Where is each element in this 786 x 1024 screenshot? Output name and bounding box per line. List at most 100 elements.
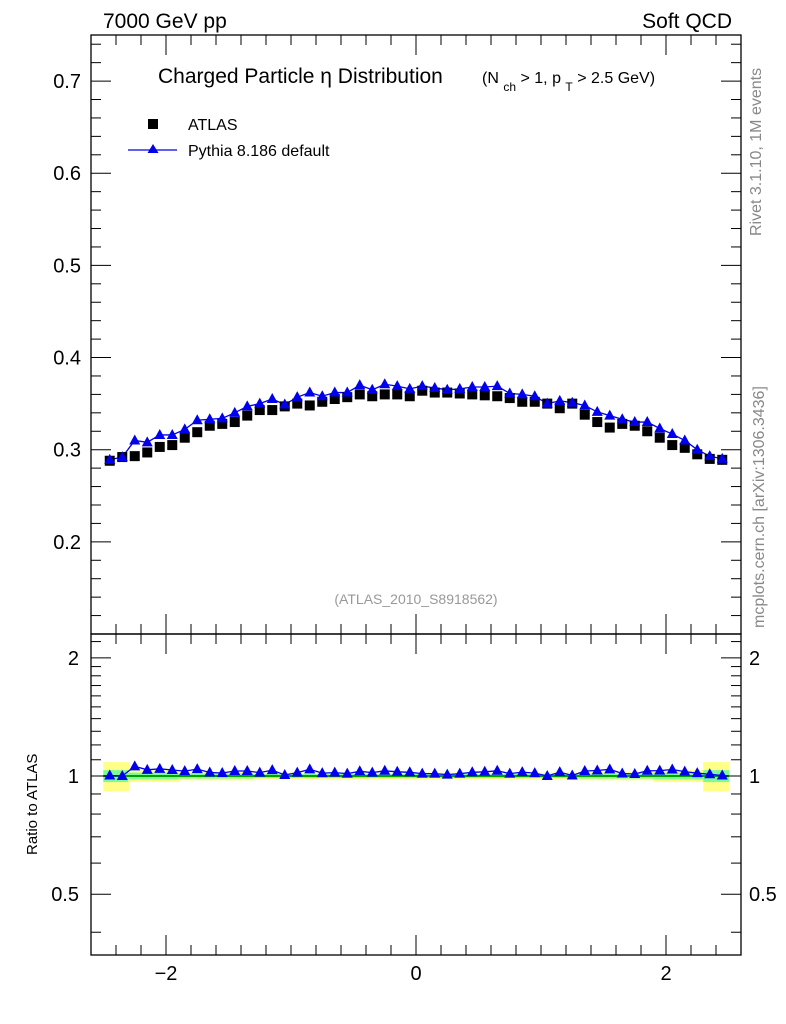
atlas-point (192, 427, 203, 438)
ratio-point (516, 766, 528, 777)
ratio-point (541, 770, 553, 781)
y-tick-label: 0.5 (53, 255, 81, 277)
plot-title-eta: η (320, 65, 332, 88)
atlas-point (217, 418, 228, 429)
pythia-point (491, 380, 503, 391)
atlas-point (492, 391, 503, 402)
cuts-close: > 2.5 GeV) (577, 70, 655, 87)
ratio-point (291, 766, 303, 777)
ratio-point (154, 762, 166, 773)
atlas-point (504, 393, 515, 404)
pythia-point (591, 405, 603, 416)
atlas-point (604, 422, 615, 433)
ratio-point (566, 769, 578, 780)
ratio-point (429, 767, 441, 778)
ratio-point (704, 768, 716, 779)
atlas-point (204, 420, 215, 431)
ratio-plot-panel: 0.5 0.5 1 1 2 2 Ratio to ATLAS (24, 633, 777, 956)
ratio-point (491, 764, 503, 775)
atlas-point (242, 410, 253, 421)
pythia-point (179, 423, 191, 434)
ratio-point (666, 763, 678, 774)
pythia-point (641, 416, 653, 427)
pythia-point (104, 453, 116, 464)
atlas-point (354, 389, 365, 400)
atlas-point (142, 447, 153, 458)
source-label: mcplots.cern.ch [arXiv:1306.3436] (751, 386, 768, 628)
ratio-point (341, 767, 353, 778)
pythia-point (316, 390, 328, 401)
ratio-point (591, 764, 603, 775)
ratio-point (191, 763, 203, 774)
atlas-point (654, 432, 665, 443)
pythia-point (254, 397, 266, 408)
ratio-y-tick-label: 0.5 (51, 884, 79, 906)
plot-title-rest: Distribution (338, 65, 443, 88)
y-tick-label: 0.3 (53, 440, 81, 462)
rivet-version-label: Rivet 3.1.10, 1M events (748, 68, 765, 236)
energy-label: 7000 GeV pp (103, 10, 227, 33)
x-tick-label: 0 (410, 963, 421, 985)
ratio-point (416, 767, 428, 778)
ratio-point (179, 765, 191, 776)
y-tick-label: 0.7 (53, 71, 81, 93)
cuts-sub-ch: ch (503, 80, 516, 94)
ratio-point (579, 764, 591, 775)
atlas-point (342, 392, 353, 403)
atlas-point (467, 389, 478, 400)
ratio-point (104, 769, 116, 780)
cuts-sub-t: T (565, 80, 573, 94)
pythia-point (154, 428, 166, 439)
pythia-point (554, 394, 566, 405)
pythia-point (691, 443, 703, 454)
pythia-point (516, 388, 528, 399)
plot-title-cuts: (N ch > 1, p T > 2.5 GeV) (482, 70, 655, 95)
y-tick-label: 0.4 (53, 348, 81, 370)
pythia-point (466, 381, 478, 392)
pythia-point (629, 416, 641, 427)
ratio-point (454, 767, 466, 778)
pythia-point (716, 452, 728, 463)
atlas-point (304, 400, 315, 411)
ratio-point (691, 767, 703, 778)
ratio-point (266, 764, 278, 775)
legend-marker-pythia (147, 144, 159, 153)
plot-title-main: Charged Particle (158, 65, 314, 88)
pythia-point (366, 383, 378, 394)
pythia-point (116, 451, 128, 462)
atlas-point (267, 405, 278, 416)
atlas-point (529, 396, 540, 407)
pythia-point (566, 396, 578, 407)
atlas-point (167, 440, 178, 451)
atlas-point (679, 442, 690, 453)
category-label: Soft QCD (642, 10, 732, 33)
pythia-point (454, 382, 466, 393)
pythia-point (579, 399, 591, 410)
atlas-point (429, 387, 440, 398)
pythia-point (229, 406, 241, 417)
pythia-point (616, 413, 628, 424)
legend-label-atlas: ATLAS (188, 117, 238, 134)
ratio-point (316, 767, 328, 778)
atlas-point (129, 451, 140, 462)
atlas-point (367, 391, 378, 402)
ratio-point (616, 767, 628, 778)
pythia-point (354, 379, 366, 390)
legend-label-pythia: Pythia 8.186 default (188, 143, 330, 160)
pythia-point (604, 409, 616, 420)
atlas-point (667, 440, 678, 451)
ratio-y-tick-label-right: 0.5 (749, 884, 777, 906)
cuts-open: (N (482, 70, 499, 87)
ratio-point (479, 765, 491, 776)
pythia-point (279, 398, 291, 409)
ratio-point (241, 764, 253, 775)
ratio-y-tick-label-right: 1 (749, 766, 760, 788)
pythia-point (129, 434, 141, 445)
atlas-point (692, 449, 703, 460)
atlas-point (592, 417, 603, 428)
ratio-y-tick-label-right: 2 (749, 648, 760, 670)
atlas-point (642, 426, 653, 437)
ratio-y-tick-label: 2 (68, 648, 79, 670)
ratio-point (279, 768, 291, 779)
ratio-point (304, 763, 316, 774)
